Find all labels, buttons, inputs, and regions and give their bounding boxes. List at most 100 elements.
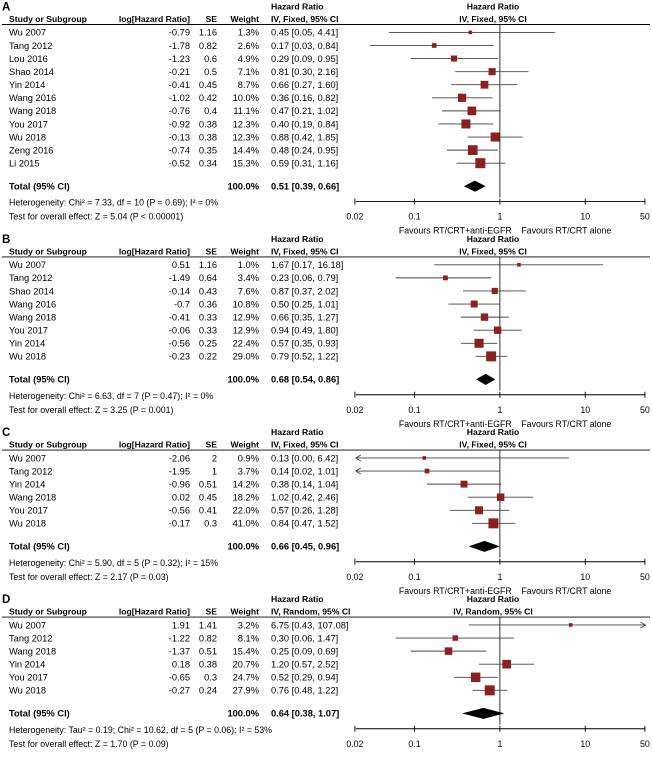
svg-text:Test for overall effect: Z = 5: Test for overall effect: Z = 5.04 (P < 0… — [9, 212, 183, 222]
svg-text:Tang 2012: Tang 2012 — [9, 41, 52, 51]
svg-text:50: 50 — [640, 212, 650, 222]
svg-text:41.0%: 41.0% — [233, 519, 259, 529]
svg-text:10: 10 — [580, 739, 590, 749]
svg-text:24.7%: 24.7% — [233, 673, 259, 683]
svg-text:-0.17: -0.17 — [169, 519, 190, 529]
svg-text:2: 2 — [212, 453, 217, 463]
svg-text:0.64: 0.64 — [199, 273, 217, 283]
svg-text:1.20 [0.57, 2.52]: 1.20 [0.57, 2.52] — [271, 660, 338, 670]
svg-text:Tang 2012: Tang 2012 — [9, 466, 52, 476]
svg-text:1: 1 — [212, 466, 217, 476]
svg-text:-0.14: -0.14 — [169, 286, 190, 296]
svg-text:0.88 [0.42, 1.85]: 0.88 [0.42, 1.85] — [271, 132, 338, 142]
svg-text:0.18: 0.18 — [172, 660, 190, 670]
svg-text:0.22: 0.22 — [199, 352, 217, 362]
svg-text:10.0%: 10.0% — [233, 93, 259, 103]
svg-text:log[Hazard Ratio]: log[Hazard Ratio] — [119, 440, 190, 450]
svg-text:0.45: 0.45 — [199, 493, 217, 503]
svg-text:0.38 [0.14, 1.04]: 0.38 [0.14, 1.04] — [271, 479, 338, 489]
svg-text:0.64 [0.38, 1.07]: 0.64 [0.38, 1.07] — [271, 709, 339, 719]
svg-text:15.4%: 15.4% — [233, 646, 259, 656]
svg-text:0.42: 0.42 — [199, 93, 217, 103]
svg-text:0.3: 0.3 — [204, 519, 217, 529]
svg-text:0.59 [0.31, 1.16]: 0.59 [0.31, 1.16] — [271, 159, 338, 169]
svg-text:1.0%: 1.0% — [238, 260, 259, 270]
svg-text:You 2017: You 2017 — [9, 119, 48, 129]
svg-text:IV, Fixed, 95% CI: IV, Fixed, 95% CI — [271, 246, 339, 256]
svg-text:4.9%: 4.9% — [238, 54, 259, 64]
svg-text:Wang 2018: Wang 2018 — [9, 106, 56, 116]
svg-text:1: 1 — [497, 739, 502, 749]
svg-text:1.02 [0.42, 2.46]: 1.02 [0.42, 2.46] — [271, 493, 338, 503]
svg-text:50: 50 — [640, 405, 650, 415]
svg-text:0.36 [0.16, 0.82]: 0.36 [0.16, 0.82] — [271, 93, 338, 103]
svg-text:0.57 [0.26, 1.28]: 0.57 [0.26, 1.28] — [271, 506, 338, 516]
svg-text:0.50 [0.25, 1.01]: 0.50 [0.25, 1.01] — [271, 299, 338, 309]
svg-text:0.02: 0.02 — [346, 405, 363, 415]
svg-text:Favours RT/CRT alone: Favours RT/CRT alone — [521, 226, 611, 236]
svg-text:Wu 2007: Wu 2007 — [9, 260, 46, 270]
svg-text:0.94 [0.49, 1.80]: 0.94 [0.49, 1.80] — [271, 326, 338, 336]
svg-text:Heterogeneity: Chi² = 5.90, df: Heterogeneity: Chi² = 5.90, df = 5 (P = … — [9, 558, 218, 568]
svg-text:-0.76: -0.76 — [169, 106, 190, 116]
svg-text:-1.37: -1.37 — [169, 646, 190, 656]
svg-text:-0.92: -0.92 — [169, 119, 190, 129]
svg-text:0.38: 0.38 — [199, 132, 217, 142]
svg-text:0.9%: 0.9% — [238, 453, 259, 463]
svg-text:Heterogeneity: Tau² = 0.19; Ch: Heterogeneity: Tau² = 0.19; Chi² = 10.62… — [9, 725, 272, 735]
svg-text:22.4%: 22.4% — [233, 339, 259, 349]
svg-text:0.1: 0.1 — [408, 572, 420, 582]
svg-text:1.16: 1.16 — [199, 260, 217, 270]
svg-text:10: 10 — [580, 405, 590, 415]
svg-text:Hazard Ratio: Hazard Ratio — [467, 594, 520, 604]
svg-text:-0.74: -0.74 — [169, 145, 190, 155]
svg-text:0.52 [0.29, 0.94]: 0.52 [0.29, 0.94] — [271, 673, 338, 683]
svg-text:0.66 [0.35, 1.27]: 0.66 [0.35, 1.27] — [271, 312, 338, 322]
svg-text:1.16: 1.16 — [199, 28, 217, 38]
svg-text:0.30 [0.06, 1.47]: 0.30 [0.06, 1.47] — [271, 633, 338, 643]
svg-text:Weight: Weight — [231, 440, 260, 450]
svg-text:-1.22: -1.22 — [169, 633, 190, 643]
svg-text:10: 10 — [580, 212, 590, 222]
svg-text:0.13 [0.00, 6.42]: 0.13 [0.00, 6.42] — [271, 453, 338, 463]
svg-text:IV, Random, 95% CI: IV, Random, 95% CI — [453, 607, 532, 617]
svg-text:-0.06: -0.06 — [169, 326, 190, 336]
svg-text:2.6%: 2.6% — [238, 41, 259, 51]
svg-text:0.87 [0.37, 2.02]: 0.87 [0.37, 2.02] — [271, 286, 338, 296]
svg-text:Favours RT/CRT alone: Favours RT/CRT alone — [521, 586, 611, 596]
svg-text:0.6: 0.6 — [204, 54, 217, 64]
svg-text:Tang 2012: Tang 2012 — [9, 633, 52, 643]
svg-text:14.4%: 14.4% — [233, 145, 259, 155]
svg-text:0.33: 0.33 — [199, 326, 217, 336]
svg-text:Study or Subgroup: Study or Subgroup — [9, 246, 87, 256]
svg-text:Yin 2014: Yin 2014 — [9, 339, 45, 349]
svg-text:-0.21: -0.21 — [169, 67, 190, 77]
svg-text:SE: SE — [206, 440, 218, 450]
svg-text:0.25 [0.09, 0.69]: 0.25 [0.09, 0.69] — [271, 646, 338, 656]
svg-text:Heterogeneity: Chi² = 6.63, df: Heterogeneity: Chi² = 6.63, df = 7 (P = … — [9, 391, 213, 401]
svg-text:8.7%: 8.7% — [238, 80, 259, 90]
svg-text:3.4%: 3.4% — [238, 273, 259, 283]
svg-text:IV, Fixed, 95% CI: IV, Fixed, 95% CI — [459, 14, 527, 24]
svg-text:22.0%: 22.0% — [233, 506, 259, 516]
svg-text:Lou 2016: Lou 2016 — [9, 54, 48, 64]
svg-text:0.79 [0.52, 1.22]: 0.79 [0.52, 1.22] — [271, 352, 338, 362]
svg-text:0.84 [0.47, 1.52]: 0.84 [0.47, 1.52] — [271, 519, 338, 529]
svg-text:Total (95% CI): Total (95% CI) — [9, 542, 70, 552]
svg-text:29.0%: 29.0% — [233, 352, 259, 362]
svg-text:log[Hazard Ratio]: log[Hazard Ratio] — [119, 246, 190, 256]
svg-text:0.51: 0.51 — [199, 646, 217, 656]
svg-text:-0.65: -0.65 — [169, 673, 190, 683]
svg-text:-0.27: -0.27 — [169, 686, 190, 696]
svg-text:A: A — [2, 1, 10, 13]
svg-text:-1.23: -1.23 — [169, 54, 190, 64]
svg-text:1.67 [0.17, 16.18]: 1.67 [0.17, 16.18] — [271, 260, 343, 270]
svg-text:Wu 2018: Wu 2018 — [9, 352, 46, 362]
svg-text:Li 2015: Li 2015 — [9, 159, 40, 169]
svg-text:3.7%: 3.7% — [238, 466, 259, 476]
svg-text:15.3%: 15.3% — [233, 159, 259, 169]
svg-text:log[Hazard Ratio]: log[Hazard Ratio] — [119, 14, 190, 24]
svg-text:You 2017: You 2017 — [9, 506, 48, 516]
svg-text:B: B — [2, 234, 10, 246]
svg-text:IV, Fixed, 95% CI: IV, Fixed, 95% CI — [271, 440, 339, 450]
